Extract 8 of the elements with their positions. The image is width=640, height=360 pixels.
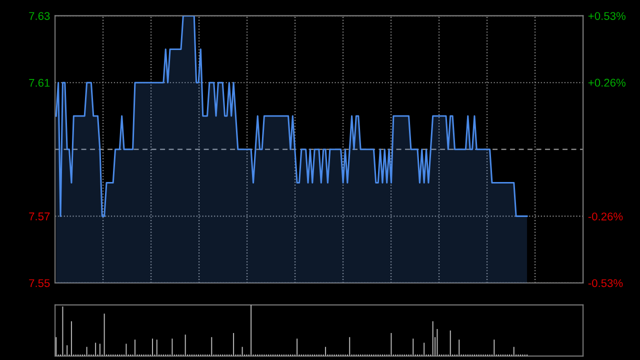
y-tick-label: 7.55 <box>29 279 50 288</box>
y-tick-label: 7.63 <box>29 12 50 20</box>
y2-tick-label: -0.26% <box>588 212 623 220</box>
y2-tick-label: -0.53% <box>588 279 623 288</box>
y-tick-label: 7.61 <box>29 78 50 87</box>
y-tick-label: 7.57 <box>29 212 50 220</box>
y2-tick-label: +0.53% <box>588 12 626 20</box>
y2-tick-label: +0.26% <box>588 78 626 87</box>
